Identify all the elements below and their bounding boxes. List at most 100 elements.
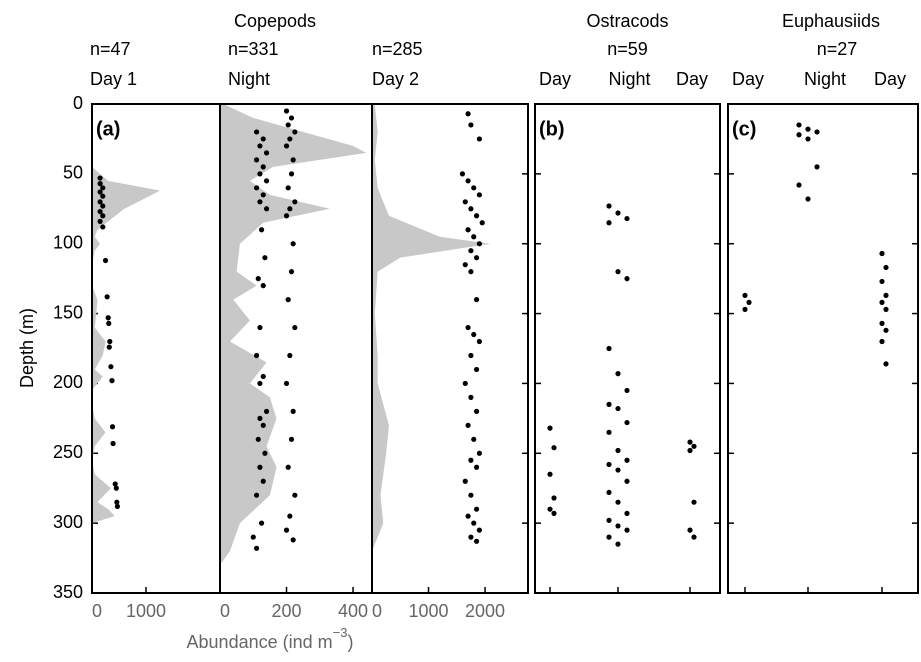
category-label: Day	[539, 69, 571, 89]
point	[288, 436, 295, 442]
point	[292, 324, 298, 331]
point	[262, 450, 268, 456]
point	[97, 199, 103, 205]
point	[551, 510, 557, 516]
panel-title: Ostracods	[586, 11, 668, 31]
point	[615, 405, 621, 412]
x-tick-label: 1000	[408, 601, 448, 621]
column-n: n=285	[372, 39, 423, 59]
x-tick-label: 0	[92, 601, 102, 621]
point	[253, 492, 260, 498]
point	[476, 527, 482, 533]
point	[257, 380, 263, 387]
point	[257, 143, 263, 149]
point	[551, 445, 557, 451]
point	[114, 503, 120, 509]
x-tick-label: 200	[271, 601, 301, 621]
point	[476, 192, 482, 198]
point	[615, 210, 621, 216]
point	[102, 257, 109, 264]
point	[476, 338, 482, 345]
point	[615, 499, 621, 505]
point	[290, 241, 296, 247]
point	[687, 447, 693, 454]
point	[465, 111, 471, 117]
point	[606, 203, 612, 209]
category-label: Day	[732, 69, 764, 89]
point	[468, 206, 474, 212]
y-tick-label: 100	[53, 232, 83, 252]
y-tick-label: 0	[73, 93, 83, 113]
point	[285, 122, 291, 128]
panel-label: (c)	[732, 118, 756, 140]
point	[258, 227, 265, 233]
point	[883, 292, 889, 299]
y-tick-label: 250	[53, 442, 83, 462]
column-name: Day 1	[90, 69, 137, 89]
x-tick-label: 0	[372, 601, 382, 621]
point	[253, 157, 260, 163]
point	[285, 464, 291, 470]
point	[465, 178, 471, 184]
point	[263, 178, 270, 184]
point	[547, 425, 553, 431]
point	[263, 408, 270, 414]
point	[473, 297, 480, 303]
point	[606, 517, 612, 523]
profile-area	[372, 104, 491, 552]
point	[814, 129, 820, 135]
point	[473, 366, 480, 373]
point	[290, 157, 296, 163]
point	[100, 224, 106, 230]
point	[615, 541, 621, 547]
point	[473, 213, 480, 219]
point	[879, 299, 885, 305]
point	[97, 189, 103, 195]
point	[796, 132, 802, 138]
point	[468, 457, 474, 463]
point	[606, 429, 612, 435]
point	[260, 422, 266, 428]
point	[253, 352, 260, 359]
panel-n: n=59	[607, 39, 648, 59]
point	[250, 534, 256, 540]
x-tick-label: 0	[220, 601, 230, 621]
point	[100, 203, 106, 209]
point	[112, 481, 118, 487]
point	[104, 294, 110, 300]
point	[473, 464, 480, 470]
panel-label: (a)	[96, 118, 120, 140]
point	[547, 471, 553, 477]
point	[624, 510, 630, 516]
y-tick-label: 150	[53, 302, 83, 322]
point	[97, 218, 103, 224]
y-axis-label: Depth (m)	[17, 308, 37, 388]
point	[257, 171, 263, 177]
point	[624, 387, 630, 394]
point	[606, 489, 612, 496]
point	[253, 129, 260, 135]
category-label: Day	[874, 69, 906, 89]
point	[100, 185, 106, 191]
point	[742, 306, 748, 312]
point	[97, 208, 103, 215]
point	[462, 478, 468, 484]
point	[465, 227, 471, 233]
point	[805, 136, 811, 142]
panel-frame	[91, 103, 529, 594]
point	[288, 171, 295, 177]
point	[253, 545, 260, 551]
point	[287, 352, 293, 359]
point	[260, 478, 266, 484]
point	[260, 164, 266, 170]
chart-title: Copepods	[234, 11, 316, 31]
point	[468, 122, 474, 128]
point	[615, 269, 621, 275]
point	[615, 447, 621, 454]
point	[462, 199, 468, 205]
point	[471, 185, 477, 191]
point	[742, 292, 748, 299]
panel-title: Euphausiids	[782, 11, 880, 31]
point	[110, 440, 116, 447]
